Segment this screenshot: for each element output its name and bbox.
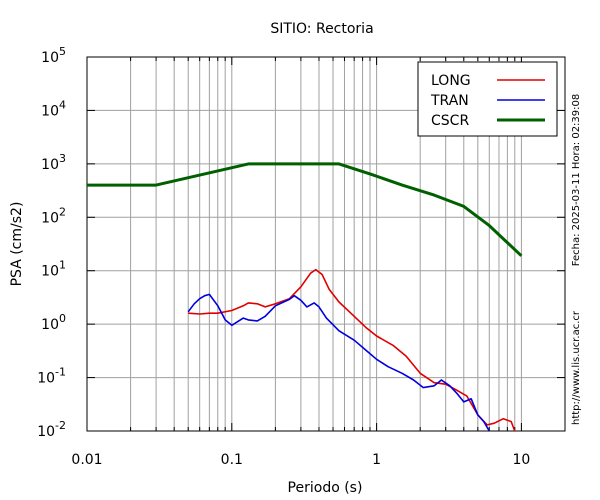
- x-tick-labels: 0.01 0.1 1 10: [71, 452, 530, 468]
- legend-label-tran: TRAN: [430, 93, 469, 109]
- legend-label-cscr: CSCR: [431, 113, 469, 129]
- y-tick-label: 104: [41, 98, 66, 119]
- y-tick-label: 102: [41, 205, 66, 226]
- date-time-label: Fecha: 2025-03-11 Hora: 02:39:08: [571, 94, 582, 267]
- chart-title: SITIO: Rectoria: [270, 21, 373, 37]
- x-tick-label: 0.1: [221, 452, 243, 468]
- series-line-cscr: [87, 162, 523, 257]
- legend: LONG TRAN CSCR: [417, 61, 558, 137]
- tick-marks: [86, 56, 566, 432]
- y-tick-labels: 10-2 10-1 100 101 102 103 104 105: [37, 45, 66, 440]
- y-axis-label: PSA (cm/s2): [9, 202, 25, 287]
- x-tick-label: 10: [512, 452, 530, 468]
- x-axis-label: Periodo (s): [288, 480, 363, 496]
- series-line-tran: [187, 293, 490, 431]
- x-tick-label: 1: [372, 452, 381, 468]
- grid-lines: [86, 56, 566, 432]
- y-tick-label: 100: [41, 312, 66, 333]
- y-tick-label: 10-2: [37, 419, 66, 440]
- y-tick-label: 105: [41, 45, 66, 66]
- series-lines: [87, 162, 523, 431]
- legend-box: [417, 61, 558, 137]
- legend-label-long: LONG: [431, 73, 471, 89]
- y-tick-label: 103: [41, 152, 66, 173]
- plot-frame: [86, 56, 566, 432]
- series-line-long: [188, 268, 516, 431]
- y-tick-label: 101: [41, 259, 66, 280]
- y-tick-label: 10-1: [37, 366, 66, 387]
- x-tick-label: 0.01: [71, 452, 102, 468]
- website-url-label: http://www.lis.ucr.ac.cr: [571, 310, 582, 425]
